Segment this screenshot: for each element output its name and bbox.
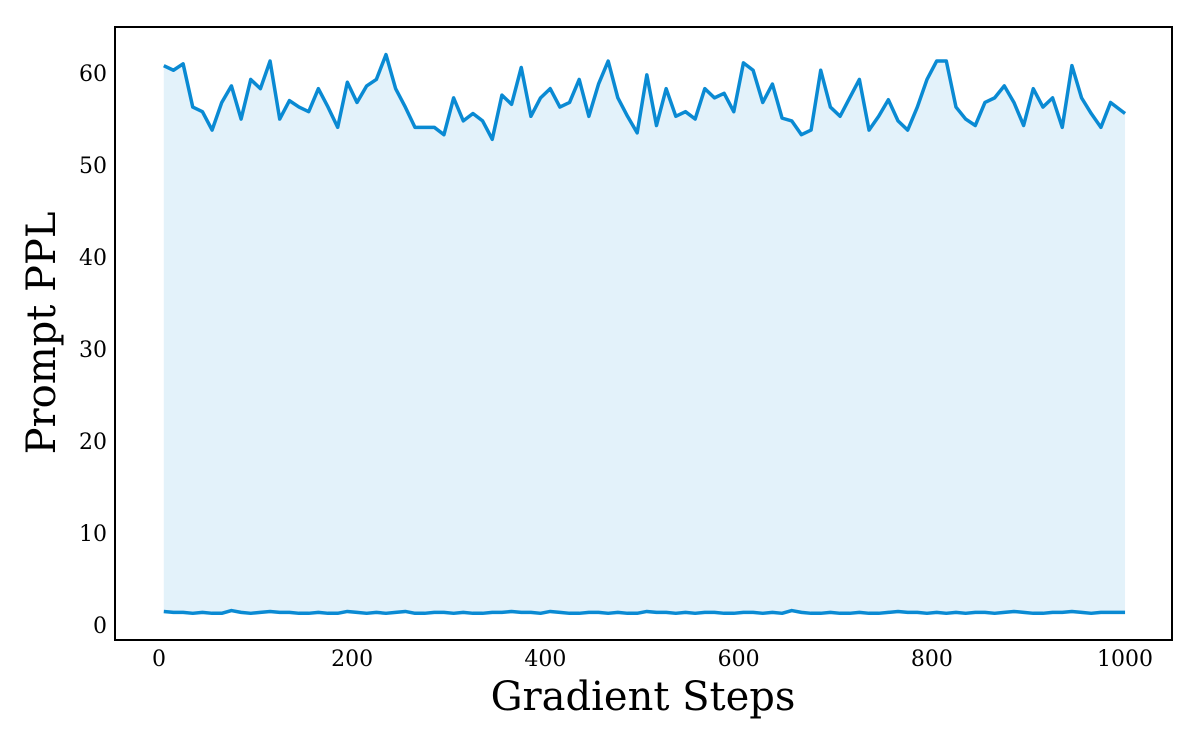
y-tick-label: 30 [79,338,107,363]
series-line [163,52,1127,142]
x-tick-label: 800 [911,647,953,672]
y-axis-label: Prompt PPL [19,212,65,455]
plot-frame [114,26,1173,641]
y-tick-label: 0 [93,614,107,639]
series-line [163,608,1126,616]
x-tick-label: 400 [524,647,566,672]
y-tick-label: 20 [79,430,107,455]
x-tick-label: 200 [331,647,373,672]
y-tick-label: 50 [79,154,107,179]
y-tick-label: 60 [79,62,107,87]
x-axis-label: Gradient Steps [491,674,796,720]
x-tick-label: 1000 [1097,647,1153,672]
y-tick-label: 40 [79,246,107,271]
x-tick-label: 0 [152,647,166,672]
fill-between-area [163,54,1126,614]
x-tick-label: 600 [718,647,760,672]
y-tick-label: 10 [79,522,107,547]
